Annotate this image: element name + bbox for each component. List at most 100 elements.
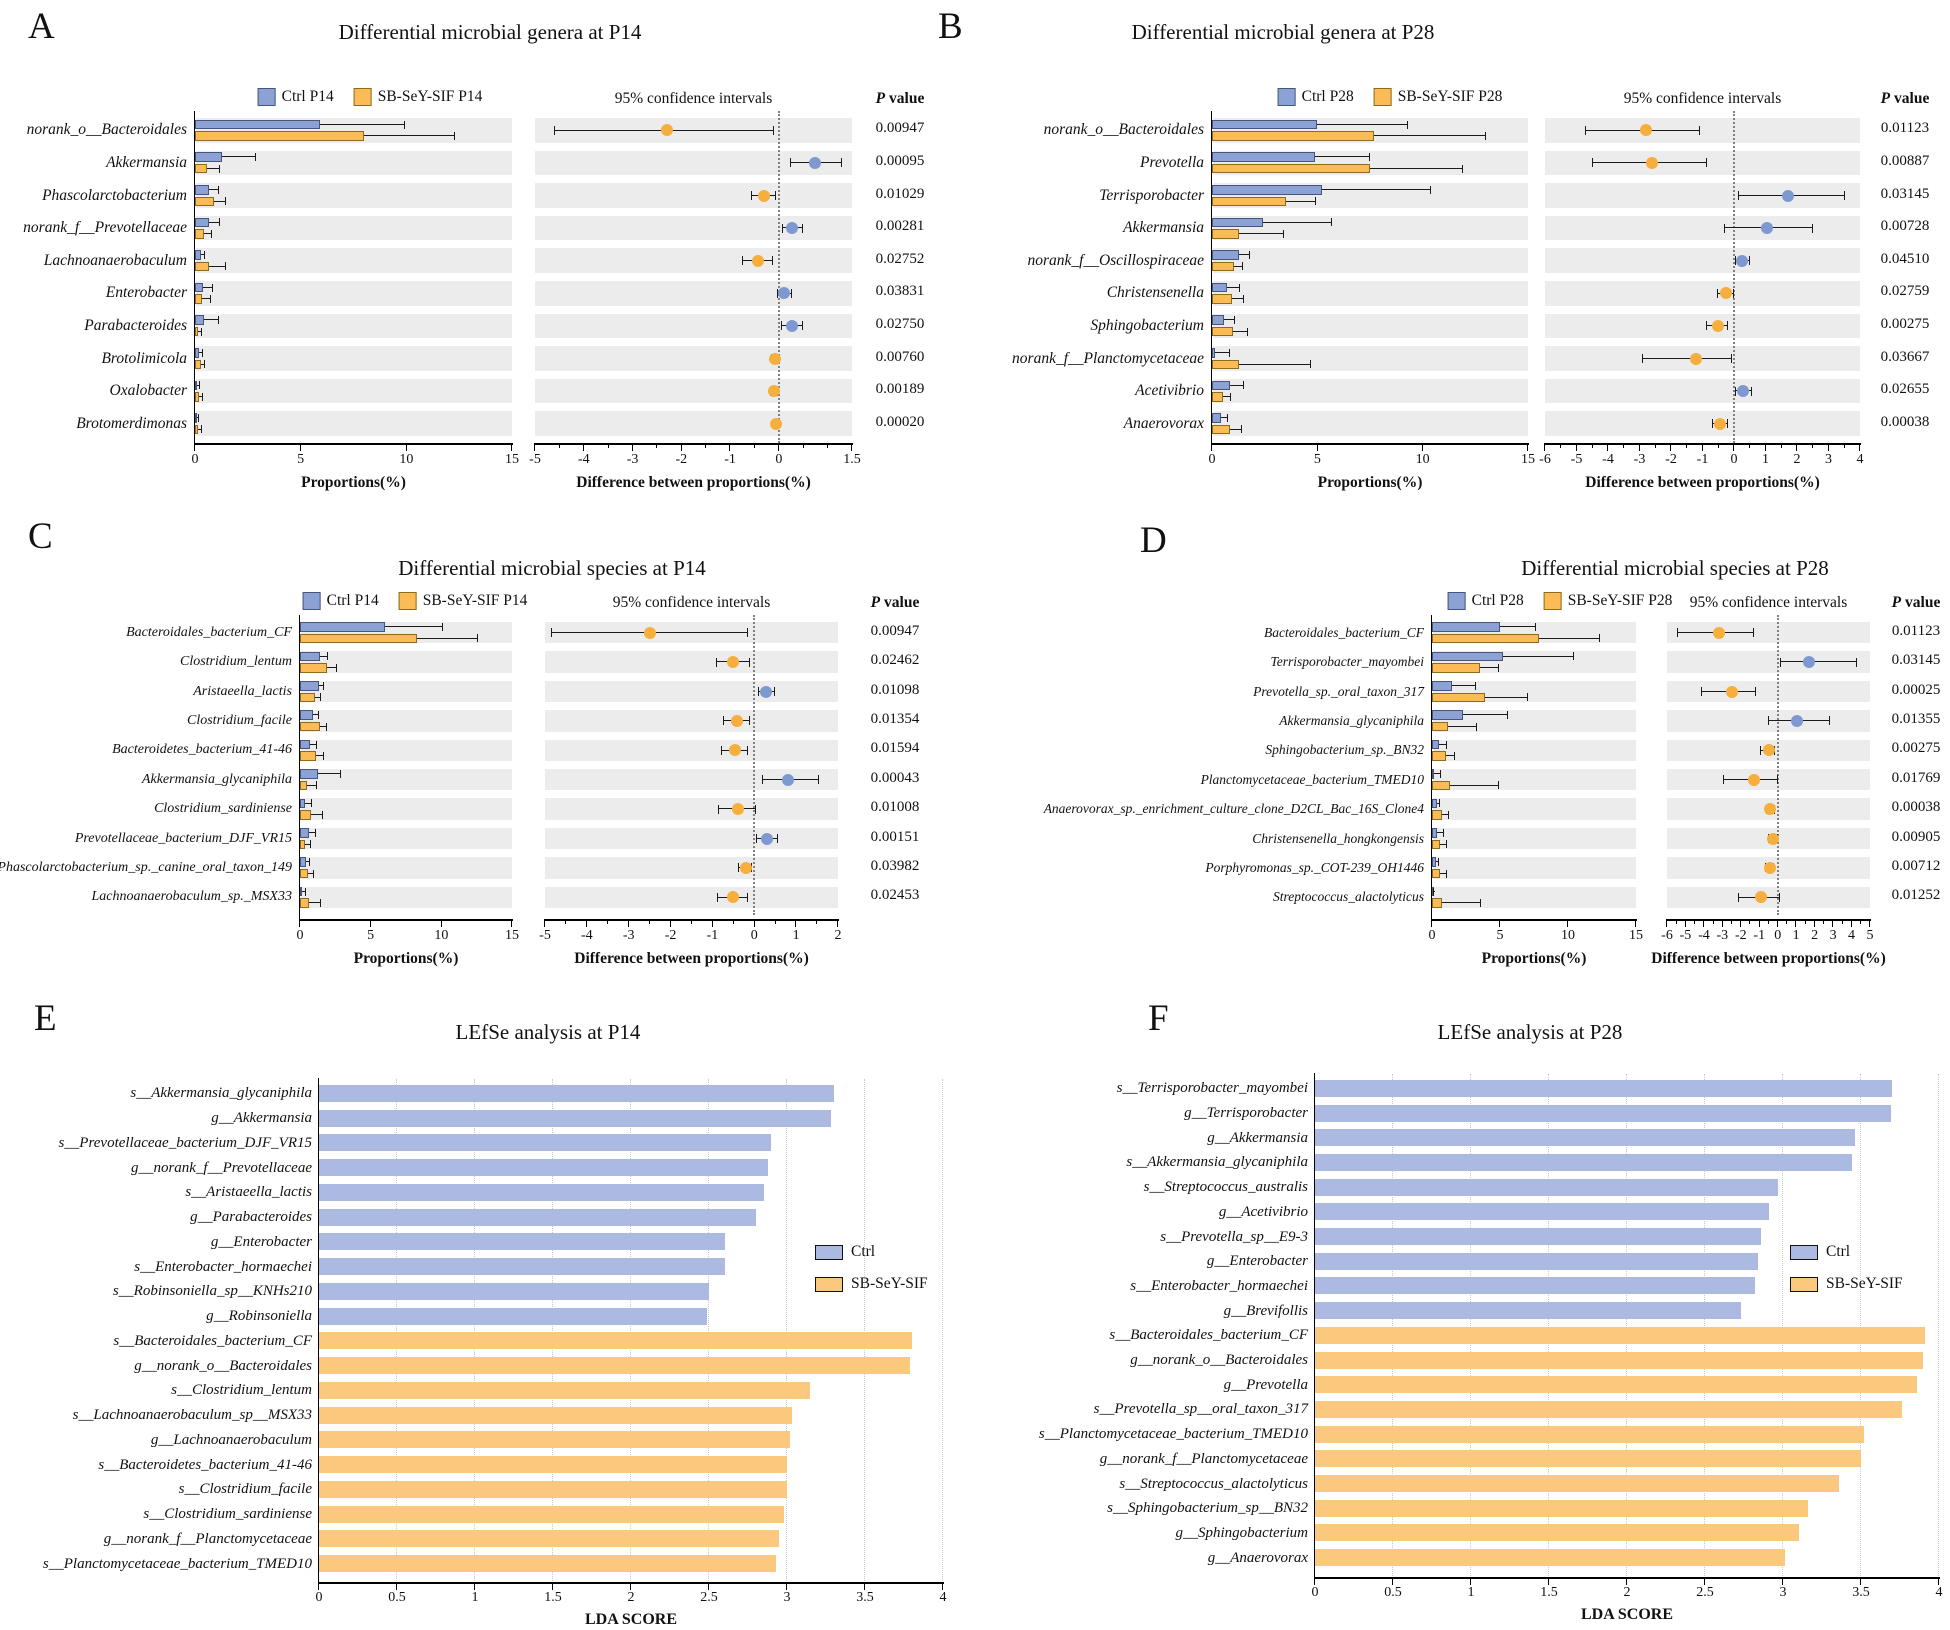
ci-whisker-cap (1776, 775, 1778, 785)
gridline (1704, 1074, 1706, 1578)
error-whisker (1442, 902, 1481, 904)
zero-line (777, 111, 780, 443)
tick-label: 15 (505, 928, 519, 943)
p-value: 0.04510 (1880, 250, 1930, 267)
minor-tick (1860, 920, 1862, 924)
legend-item: Ctrl P28 (1277, 88, 1354, 106)
lda-bar (319, 1183, 764, 1201)
p-value: 0.03831 (875, 283, 925, 300)
taxa-label: Lachnoanaerobaculum_sp._MSX33 (91, 889, 292, 905)
ci-dot (727, 656, 740, 669)
minor-tick (1694, 920, 1696, 924)
lda-bar (319, 1332, 912, 1350)
treatment-bar (1432, 780, 1450, 791)
error-whisker-cap (1442, 828, 1444, 837)
ci-dot (781, 773, 794, 786)
tick (396, 1583, 398, 1590)
ctrl-bar (300, 798, 305, 809)
error-whisker-cap (201, 327, 203, 336)
tick-label: 0 (1311, 1585, 1319, 1600)
ci-whisker-cap (748, 716, 750, 726)
minor-tick (1623, 444, 1625, 448)
row-stripe (545, 886, 838, 908)
treatment-bar (195, 359, 201, 369)
tick-label: 1 (1467, 1585, 1475, 1600)
ci-dot (643, 626, 656, 639)
gridline (1938, 1074, 1940, 1578)
ctrl-bar (1432, 681, 1453, 691)
ctrl-bar (1212, 217, 1263, 228)
panel-title-f: LEfSe analysis at P28 (1437, 1020, 1623, 1044)
error-whisker (1285, 200, 1316, 202)
bars-y-axis (194, 111, 196, 444)
tick (1701, 444, 1703, 451)
row-stripe (545, 739, 838, 761)
tick (1782, 1578, 1784, 1585)
ctrl-bar (1432, 622, 1500, 632)
error-whisker (313, 714, 320, 716)
error-whisker (221, 156, 256, 158)
ci-whisker-cap (756, 834, 758, 843)
error-whisker-cap (319, 693, 321, 702)
tick (1740, 920, 1742, 927)
tick (1796, 444, 1798, 451)
legend-label: SB-SeY-SIF (851, 1275, 928, 1292)
ctrl-bar (1432, 828, 1438, 838)
taxa-label: g__Akkermansia (211, 1110, 312, 1127)
tick-label: 0.5 (1384, 1585, 1402, 1600)
ci-whisker-cap (1641, 354, 1643, 363)
tick-label: 1.5 (1540, 1585, 1558, 1600)
error-whisker-cap (1242, 381, 1244, 390)
minor-tick (1804, 920, 1806, 924)
p-value: 0.00275 (1880, 315, 1930, 332)
tick-label: 3 (783, 1590, 791, 1605)
lda-bar (1315, 1499, 1808, 1517)
tick-label: 3.5 (1852, 1585, 1870, 1600)
tick (1733, 444, 1735, 451)
ci-whisker-cap (1812, 223, 1813, 233)
taxa-label: Streptococcus_alactolyticus (1273, 889, 1424, 905)
taxa-label: norank_f__Planctomycetaceae (1012, 349, 1204, 367)
error-whisker-cap (326, 722, 328, 731)
p-header-italic: P (875, 90, 886, 107)
error-whisker-cap (1497, 781, 1499, 790)
error-whisker-cap (1242, 295, 1244, 304)
taxa-label: Akkermansia_glycaniphila (141, 771, 292, 787)
treatment-legend-swatch (353, 88, 372, 106)
error-whisker (1442, 814, 1449, 816)
error-whisker (315, 755, 324, 757)
treatment-bar (1212, 424, 1230, 435)
tick-label: 15 (1629, 928, 1643, 943)
gridline (786, 1079, 788, 1583)
error-whisker-cap (321, 810, 323, 819)
tick (544, 920, 546, 927)
ctrl-bar (300, 651, 320, 662)
tick-label: 2 (834, 928, 842, 943)
tick-label: 2.5 (700, 1590, 718, 1605)
ci-whisker-cap (1733, 288, 1735, 298)
taxa-label: s__Lachnoanaerobaculum_sp__MSX33 (72, 1407, 312, 1424)
row-stripe (535, 183, 852, 208)
row-stripe (301, 857, 512, 879)
taxa-label: s__Enterobacter_hormaechei (1130, 1277, 1308, 1294)
row-stripe (1433, 798, 1636, 820)
taxa-label: g__Enterobacter (1206, 1253, 1308, 1270)
taxa-label: g__Brevifollis (1223, 1302, 1308, 1319)
legend-label: SB-SeY-SIF P28 (1397, 88, 1503, 105)
ci-whisker-cap (1723, 775, 1725, 785)
taxa-label: Akkermansia (106, 153, 187, 171)
error-whisker-cap (218, 185, 220, 194)
minor-tick (558, 444, 560, 448)
zero-line (1776, 615, 1779, 915)
error-whisker-cap (1598, 634, 1600, 643)
row-stripe (535, 378, 852, 404)
p-value: 0.00728 (1880, 218, 1930, 235)
p-value: 0.01355 (1891, 710, 1941, 727)
treatment-bar (1212, 229, 1240, 239)
ci-dot (727, 891, 740, 904)
ci-dot (730, 714, 743, 727)
error-whisker (309, 832, 316, 834)
treatment-legend-swatch (815, 1276, 843, 1292)
tick (864, 1583, 866, 1590)
tick (511, 444, 513, 451)
